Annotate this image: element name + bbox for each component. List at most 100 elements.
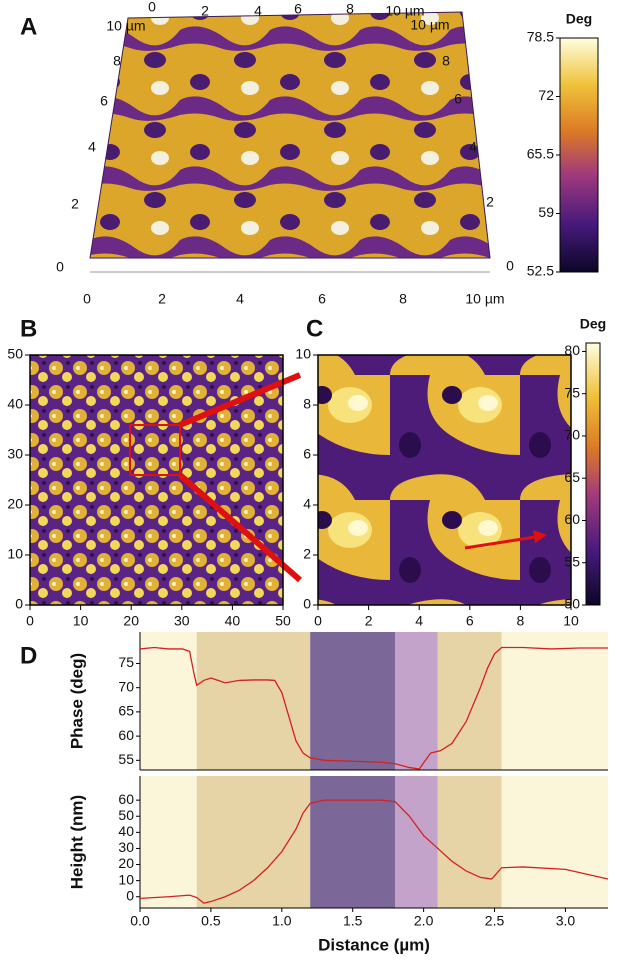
x-tick-label: 40 <box>225 613 241 629</box>
region <box>437 776 502 908</box>
colorbar-tick-label: 80 <box>564 342 580 358</box>
axis-tick-label: 2 <box>201 3 209 19</box>
y-tick-label: 55 <box>118 751 134 767</box>
y-tick-label: 20 <box>7 496 23 512</box>
axis-tick-label: 4 <box>254 3 262 19</box>
y-axis-label: Phase (deg) <box>67 653 86 749</box>
axis-tick-label: 8 <box>399 291 407 307</box>
y-tick-label: 50 <box>7 346 23 362</box>
colorbar <box>559 37 599 273</box>
axis-tick-label: 0 <box>506 258 514 274</box>
region <box>501 632 608 770</box>
axis-tick-label: 2 <box>71 196 79 212</box>
region <box>196 632 311 770</box>
data-line <box>139 799 609 904</box>
x-tick-label: 50 <box>275 613 291 629</box>
y-tick-label: 10 <box>118 871 134 887</box>
axis-tick-label: 6 <box>318 291 326 307</box>
y-tick-label: 30 <box>118 839 134 855</box>
y-tick-label: 70 <box>118 678 134 694</box>
colorbar <box>585 342 601 606</box>
region <box>196 776 311 908</box>
x-tick-label: 2 <box>365 613 373 629</box>
axis-tick-label: 10 µm <box>465 291 504 307</box>
x-tick-label: 2.0 <box>414 913 434 929</box>
y-tick-label: 10 <box>295 346 311 362</box>
region <box>437 632 502 770</box>
x-tick-label: 0.5 <box>201 913 221 929</box>
axis-tick-label: 6 <box>454 91 462 107</box>
y-tick-label: 10 <box>7 546 23 562</box>
colorbar-title: Deg <box>580 316 606 332</box>
y-tick-label: 2 <box>303 546 311 562</box>
axis-tick-label: 4 <box>236 291 244 307</box>
x-tick-label: 4 <box>415 613 423 629</box>
zoom-line <box>178 472 302 583</box>
x-tick-label: 8 <box>517 613 525 629</box>
region <box>501 776 608 908</box>
x-tick-label: 20 <box>123 613 139 629</box>
axis-tick-label: 0 <box>56 259 64 275</box>
y-tick-label: 8 <box>303 396 311 412</box>
axis-tick-label: 6 <box>100 93 108 109</box>
profile-arrow <box>464 535 536 550</box>
x-tick-label: 30 <box>174 613 190 629</box>
x-tick-label: 1.5 <box>343 913 363 929</box>
y-tick-label: 40 <box>118 823 134 839</box>
y-tick-label: 0 <box>303 596 311 612</box>
colorbar-tick-label: 50 <box>564 596 580 612</box>
x-tick-label: 6 <box>466 613 474 629</box>
axis-tick-label: 8 <box>442 53 450 69</box>
region <box>395 632 438 770</box>
colorbar-tick-label: 72 <box>538 87 554 103</box>
axis-tick-label: 2 <box>158 291 166 307</box>
y-tick-label: 75 <box>118 654 134 670</box>
x-axis-label: Distance (µm) <box>318 935 430 954</box>
y-tick-label: 65 <box>118 703 134 719</box>
surface-image <box>89 11 491 259</box>
region <box>140 632 197 770</box>
colorbar-tick-label: 60 <box>564 511 580 527</box>
axis-tick-label: 0 <box>148 0 156 15</box>
x-tick-label: 0 <box>314 613 322 629</box>
panel-label: A <box>20 13 37 40</box>
axis-tick-label: 6 <box>294 1 302 17</box>
axis-tick-label: 10 µm <box>106 18 145 34</box>
colorbar-tick-label: 70 <box>564 427 580 443</box>
zoom-line <box>178 372 302 428</box>
phase-image-c <box>318 355 571 605</box>
data-line <box>139 646 608 770</box>
y-tick-label: 60 <box>118 727 134 743</box>
y-tick-label: 0 <box>126 887 134 903</box>
y-tick-label: 50 <box>118 807 134 823</box>
colorbar-title: Deg <box>566 11 592 27</box>
y-tick-label: 20 <box>118 855 134 871</box>
y-tick-label: 40 <box>7 396 23 412</box>
axis-tick-label: 4 <box>469 139 477 155</box>
x-tick-label: 3.0 <box>556 913 576 929</box>
axis-tick-label: 8 <box>113 53 121 69</box>
x-tick-label: 0 <box>26 613 34 629</box>
y-tick-label: 30 <box>7 446 23 462</box>
axis-tick-label: 8 <box>346 1 354 17</box>
x-tick-label: 10 <box>73 613 89 629</box>
x-tick-label: 0.0 <box>130 913 150 929</box>
panel-label: B <box>20 315 37 342</box>
colorbar-tick-label: 75 <box>564 384 580 400</box>
axis-tick-label: 10 µm <box>410 17 449 33</box>
phase-image-b <box>30 355 283 605</box>
colorbar-tick-label: 59 <box>538 204 554 220</box>
image-frame <box>317 354 572 606</box>
region <box>310 776 396 908</box>
y-tick-label: 6 <box>303 446 311 462</box>
axis-tick-label: 4 <box>88 139 96 155</box>
x-tick-label: 10 <box>563 613 579 629</box>
colorbar-tick-label: 65.5 <box>527 146 554 162</box>
colorbar-tick-label: 52.5 <box>527 263 554 279</box>
axis-tick-label: 2 <box>486 194 494 210</box>
y-axis-label: Height (nm) <box>67 795 86 889</box>
region <box>140 776 197 908</box>
zoom-box <box>129 424 181 476</box>
colorbar-tick-label: 78.5 <box>527 29 554 45</box>
region <box>310 632 396 770</box>
